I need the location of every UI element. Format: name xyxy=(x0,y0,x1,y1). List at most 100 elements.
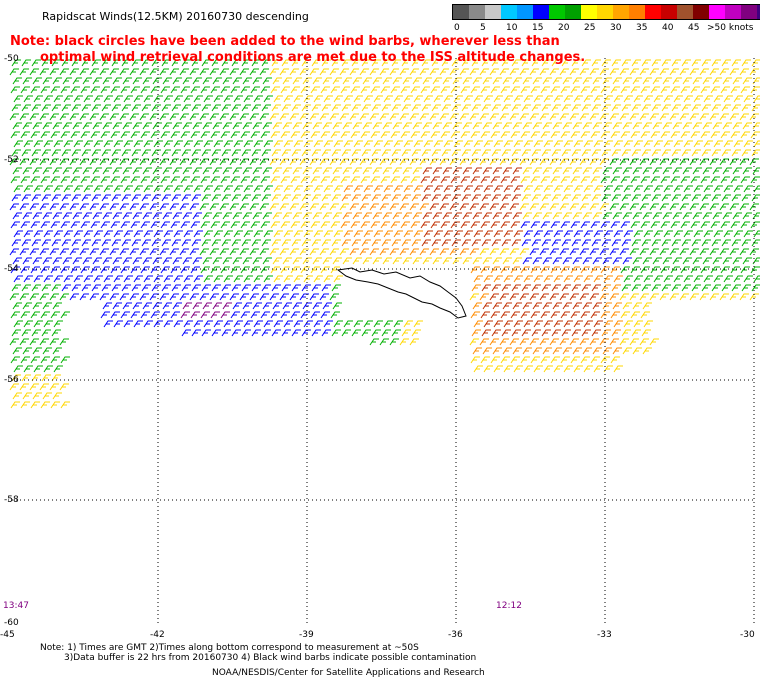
wind-barb xyxy=(459,68,469,76)
wind-barb xyxy=(202,77,212,85)
wind-barb xyxy=(623,140,633,148)
wind-barb xyxy=(611,329,621,337)
wind-barb xyxy=(29,383,39,391)
wind-barb xyxy=(9,383,19,391)
wind-barb xyxy=(703,275,713,283)
wind-barb xyxy=(299,113,309,121)
wind-barb xyxy=(362,122,372,130)
wind-barb xyxy=(483,95,493,103)
wind-barb xyxy=(692,257,702,265)
wind-barb xyxy=(700,266,710,274)
wind-barb xyxy=(110,86,120,94)
wind-barb xyxy=(313,275,323,283)
wind-barb xyxy=(241,284,251,292)
wind-barb xyxy=(349,68,359,76)
wind-barb xyxy=(249,203,259,211)
wind-barb xyxy=(651,104,661,112)
lon-label: -42 xyxy=(150,630,165,640)
wind-barb xyxy=(249,293,259,301)
wind-barb xyxy=(81,284,91,292)
wind-barb xyxy=(39,293,49,301)
wind-barb xyxy=(432,167,442,175)
wind-barb xyxy=(423,95,433,103)
wind-barb xyxy=(543,230,553,238)
wind-barb xyxy=(440,86,450,94)
wind-barb xyxy=(313,95,323,103)
wind-barb xyxy=(309,203,319,211)
wind-barb xyxy=(80,86,90,94)
wind-barb xyxy=(619,293,629,301)
wind-barb xyxy=(640,176,650,184)
wind-barb xyxy=(173,275,183,283)
wind-barb xyxy=(443,185,453,193)
wind-barb xyxy=(422,77,432,85)
wind-barb xyxy=(253,95,263,103)
wind-barb xyxy=(390,86,400,94)
wind-barb xyxy=(582,212,592,220)
wind-barb xyxy=(269,158,279,166)
wind-barb xyxy=(640,266,650,274)
wind-barb xyxy=(353,140,363,148)
wind-barb xyxy=(83,140,93,148)
wind-barb xyxy=(459,203,469,211)
wind-barb xyxy=(593,230,603,238)
wind-barb xyxy=(351,329,361,337)
wind-barb xyxy=(512,77,522,85)
wind-barb xyxy=(231,329,241,337)
wind-barb xyxy=(609,338,619,346)
wind-barb xyxy=(292,212,302,220)
wind-barb xyxy=(133,275,143,283)
wind-barb xyxy=(530,176,540,184)
wind-barb xyxy=(560,356,570,364)
wind-barb xyxy=(342,167,352,175)
wind-barb xyxy=(561,329,571,337)
wind-barb xyxy=(59,338,69,346)
wind-barb xyxy=(33,365,43,373)
wind-barb xyxy=(679,203,689,211)
wind-barb xyxy=(502,212,512,220)
wind-barb xyxy=(43,275,53,283)
wind-barb xyxy=(470,266,480,274)
wind-barb xyxy=(280,266,290,274)
wind-barb xyxy=(42,77,52,85)
wind-barbs-layer xyxy=(9,59,760,409)
wind-barb xyxy=(260,86,270,94)
wind-barb xyxy=(461,239,471,247)
wind-barb xyxy=(269,68,279,76)
wind-barb xyxy=(683,275,693,283)
wind-barb xyxy=(721,59,731,67)
wind-barb xyxy=(453,95,463,103)
wind-barb xyxy=(713,140,723,148)
wind-barb xyxy=(149,248,159,256)
wind-barb xyxy=(462,77,472,85)
wind-barb xyxy=(669,113,679,121)
wind-barb xyxy=(562,77,572,85)
wind-barb xyxy=(33,140,43,148)
wind-barb xyxy=(483,365,493,373)
wind-barb xyxy=(613,140,623,148)
wind-barb xyxy=(413,230,423,238)
wind-barb xyxy=(262,77,272,85)
wind-barb xyxy=(471,149,481,157)
wind-barb xyxy=(410,86,420,94)
wind-barb xyxy=(131,59,141,67)
wind-barb xyxy=(339,158,349,166)
wind-barb xyxy=(169,293,179,301)
wind-barb xyxy=(302,212,312,220)
wind-barb xyxy=(222,302,232,310)
wind-barb xyxy=(260,176,270,184)
wind-barb xyxy=(169,113,179,121)
wind-barb xyxy=(662,257,672,265)
wind-barb xyxy=(231,59,241,67)
wind-barb xyxy=(291,239,301,247)
wind-barb xyxy=(21,374,31,382)
wind-barb xyxy=(20,356,30,364)
wind-barb xyxy=(581,104,591,112)
wind-barb xyxy=(263,320,273,328)
wind-barb xyxy=(383,230,393,238)
wind-barb xyxy=(159,293,169,301)
wind-barb xyxy=(702,212,712,220)
wind-barb xyxy=(570,86,580,94)
wind-barb xyxy=(283,140,293,148)
wind-barb xyxy=(692,212,702,220)
